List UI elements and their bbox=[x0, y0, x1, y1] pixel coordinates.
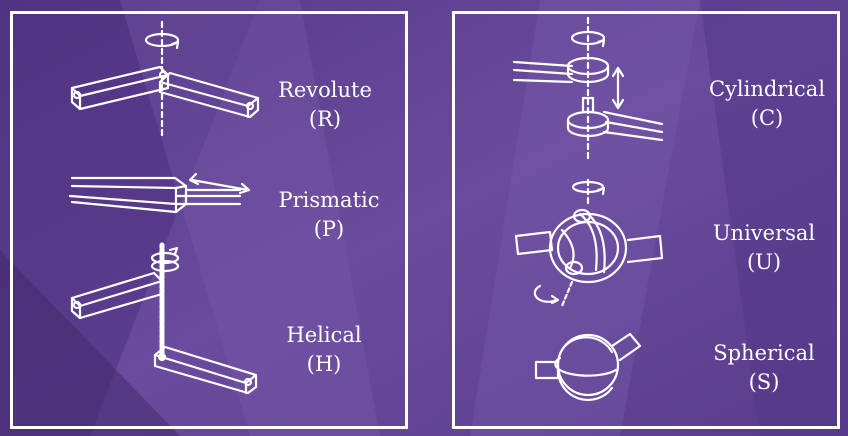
cylindrical-label: Cylindrical (C) bbox=[692, 75, 842, 133]
spherical-name: Spherical bbox=[713, 341, 815, 365]
spherical-label: Spherical (S) bbox=[689, 339, 839, 397]
prismatic-name: Prismatic bbox=[278, 188, 380, 212]
universal-name: Universal bbox=[712, 221, 816, 245]
revolute-symbol: (R) bbox=[308, 107, 342, 131]
prismatic-label: Prismatic (P) bbox=[254, 186, 404, 244]
revolute-joint-icon bbox=[70, 20, 260, 137]
left-panel bbox=[10, 11, 408, 429]
cylindrical-name: Cylindrical bbox=[708, 77, 826, 101]
helical-name: Helical bbox=[286, 323, 362, 347]
cylindrical-symbol: (C) bbox=[750, 106, 784, 130]
prismatic-symbol: (P) bbox=[313, 217, 345, 241]
universal-joint-icon bbox=[514, 178, 664, 308]
helical-label: Helical (H) bbox=[249, 321, 399, 379]
universal-symbol: (U) bbox=[746, 250, 782, 274]
helical-joint-icon bbox=[70, 242, 258, 395]
revolute-label: Revolute (R) bbox=[250, 76, 400, 134]
helical-symbol: (H) bbox=[306, 352, 342, 376]
cylindrical-joint-icon bbox=[512, 16, 664, 162]
spherical-symbol: (S) bbox=[748, 370, 780, 394]
right-panel bbox=[452, 11, 840, 429]
revolute-name: Revolute bbox=[278, 78, 372, 102]
spherical-joint-icon bbox=[534, 332, 642, 402]
universal-label: Universal (U) bbox=[689, 219, 839, 277]
prismatic-joint-icon bbox=[68, 172, 251, 214]
